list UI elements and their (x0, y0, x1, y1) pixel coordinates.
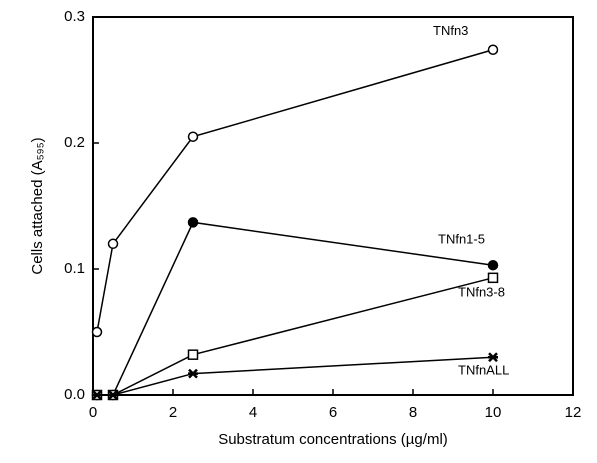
series-line (97, 277, 494, 396)
series-label: TNfnALL (458, 363, 509, 378)
series-line (97, 221, 494, 396)
point (187, 217, 199, 228)
point (487, 272, 499, 284)
point (92, 390, 102, 400)
series-label: TNfn3-8 (458, 284, 505, 299)
x-tick-label: 0 (89, 404, 97, 421)
y-tick-label: 0.0 (64, 386, 85, 403)
series-line (97, 356, 494, 396)
point (188, 368, 198, 379)
y-tick-label: 0.1 (64, 260, 85, 277)
series-label: TNfn3 (433, 23, 468, 38)
x-axis-label: Substratum concentrations (µg/ml) (218, 431, 448, 448)
plot-frame (92, 16, 574, 396)
x-tick-label: 6 (329, 404, 337, 421)
point (108, 390, 118, 400)
x-tick-label: 4 (249, 404, 257, 421)
y-tick-label: 0.3 (64, 8, 85, 25)
point (91, 326, 103, 338)
point (487, 44, 499, 56)
point (187, 131, 199, 142)
y-axis-label: Cells attached (A₅₉₅) (29, 137, 46, 274)
point (487, 259, 499, 271)
point (488, 352, 498, 363)
x-tick-label: 2 (169, 404, 177, 421)
series-line (96, 49, 494, 333)
x-tick-label: 8 (409, 404, 417, 421)
x-tick-label: 12 (565, 404, 582, 421)
point (187, 349, 199, 360)
series-label: TNfn1-5 (438, 232, 485, 247)
point (107, 238, 119, 250)
x-tick-label: 10 (485, 404, 502, 421)
y-tick-label: 0.2 (64, 134, 85, 151)
